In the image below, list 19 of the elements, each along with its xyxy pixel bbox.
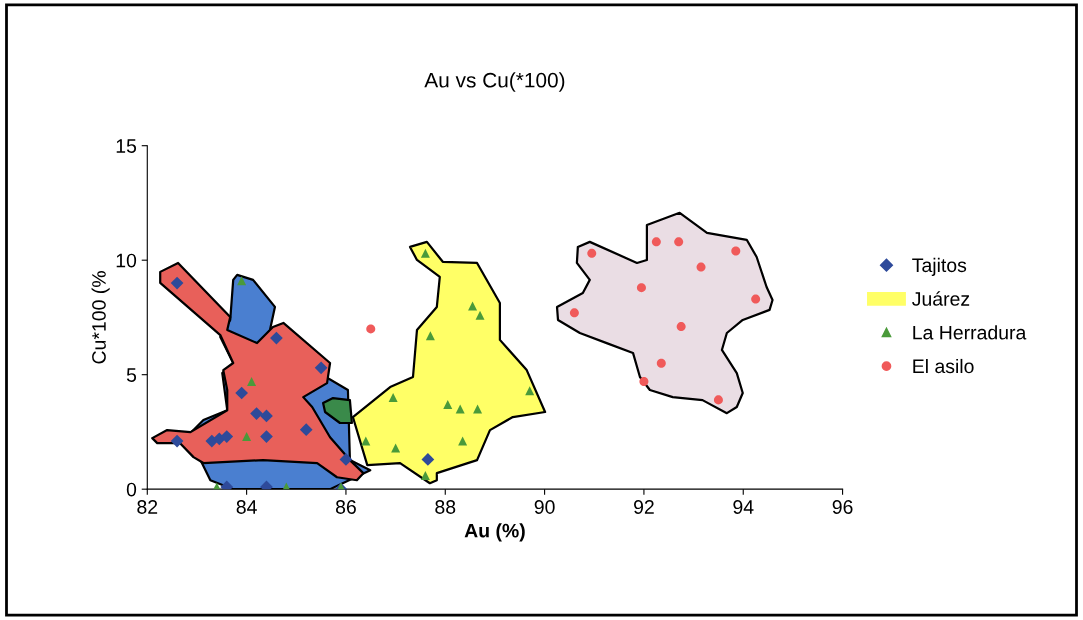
x-tick-label: 96	[832, 500, 853, 514]
y-tick-label: 5	[126, 368, 137, 382]
y-axis-title: Cu*100 (%	[91, 271, 110, 364]
x-tick-label: 88	[435, 500, 456, 514]
legend-label: La Herradura	[913, 325, 1027, 340]
y-tick-label: 10	[116, 253, 137, 268]
x-tick-label: 84	[236, 500, 257, 514]
y-tick-label: 15	[116, 139, 137, 153]
legend-label: El asilo	[913, 358, 974, 374]
x-tick-label: 82	[137, 500, 158, 514]
x-tick-label: 86	[335, 500, 356, 514]
chart-title: Au vs Cu(*100)	[424, 72, 565, 92]
x-axis-title: Au (%)	[464, 523, 525, 542]
x-tick-label: 92	[634, 500, 654, 514]
y-tick-label: 0	[126, 482, 137, 497]
x-tick-label: 90	[534, 500, 555, 514]
legend-label: Tajitos	[912, 257, 967, 276]
legend-label: Juárez	[912, 291, 970, 306]
x-tick-label: 94	[733, 500, 754, 514]
